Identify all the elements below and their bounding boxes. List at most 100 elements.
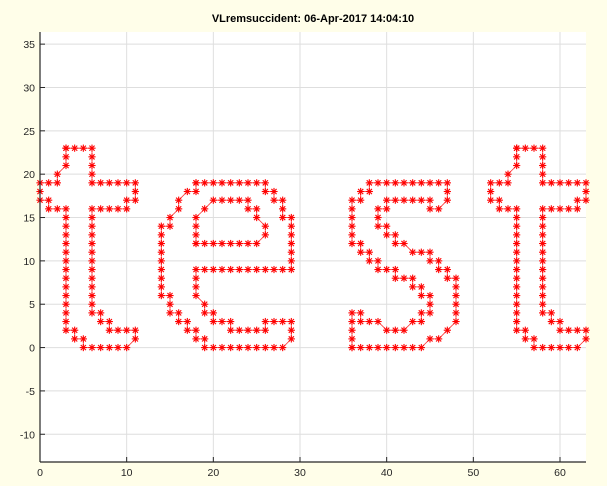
data-point-marker [556,317,564,326]
grid [39,32,586,462]
marker-stroke [279,205,286,212]
data-point-marker [539,231,547,239]
data-point-marker [131,187,139,196]
marker-stroke [392,275,399,282]
data-point-marker [123,326,131,334]
marker-stroke [557,344,563,351]
data-point-marker [409,179,417,187]
marker-stroke [453,318,459,325]
data-point-marker [556,179,564,187]
marker-stroke [158,292,165,299]
marker-stroke [539,301,546,308]
data-point-marker [513,231,521,239]
data-point-marker [114,179,122,187]
marker-stroke [375,214,381,221]
data-point-marker [279,205,287,213]
data-point-marker [452,309,460,317]
marker-stroke [349,318,355,325]
marker-stroke [435,335,442,342]
data-point-marker [565,179,573,187]
data-point-marker [426,291,434,300]
marker-stroke [349,335,355,342]
data-point-marker [88,274,96,282]
data-point-marker [114,205,122,213]
marker-stroke [245,197,251,204]
data-point-marker [495,179,503,187]
series-4 [487,144,590,352]
data-point-marker [201,239,209,248]
marker-stroke [444,327,451,334]
data-point-marker [88,283,96,291]
data-point-marker [504,179,512,187]
marker-stroke [63,257,69,264]
marker-stroke [349,197,355,204]
marker-stroke [513,153,520,160]
data-point-marker [400,179,408,187]
data-point-marker [53,179,61,187]
marker-stroke [80,335,87,342]
marker-stroke [349,240,355,247]
marker-stroke [184,327,191,334]
data-point-marker [348,222,356,230]
marker-stroke [89,309,95,316]
marker-stroke [106,179,113,186]
marker-stroke [227,344,234,351]
data-point-marker [374,317,382,326]
marker-stroke [89,214,95,221]
marker-stroke [210,240,217,247]
data-point-marker [365,343,373,352]
data-point-marker [530,335,538,343]
marker-stroke [383,344,390,351]
marker-stroke [513,283,520,290]
marker-stroke [383,223,390,230]
marker-stroke [132,197,139,204]
marker-stroke [236,240,243,247]
marker-stroke [89,145,95,152]
marker-stroke [349,223,355,230]
marker-stroke [201,179,208,186]
data-point-marker [62,309,70,317]
marker-stroke [539,257,546,264]
data-point-marker [270,343,278,352]
data-point-marker [123,179,131,187]
marker-stroke [513,240,520,247]
data-point-marker [62,265,70,274]
marker-stroke [115,327,121,334]
marker-stroke [193,188,199,195]
data-point-marker [287,265,295,274]
data-point-marker [201,335,209,343]
data-point-marker [279,317,287,326]
marker-stroke [193,240,199,247]
data-point-marker [53,205,61,213]
data-point-marker [88,205,96,213]
marker-stroke [522,145,529,152]
marker-stroke [167,214,173,221]
marker-stroke [539,275,546,282]
marker-stroke [63,275,69,282]
data-point-marker [513,161,521,170]
data-point-marker [175,205,183,213]
data-point-marker [426,205,434,213]
data-point-marker [348,343,356,352]
marker-stroke [357,249,364,256]
marker-stroke [392,231,399,238]
data-point-marker [175,196,183,204]
marker-stroke [227,266,234,273]
data-point-marker [513,222,521,230]
data-point-marker [45,196,53,204]
marker-stroke [158,231,165,238]
marker-stroke [80,145,87,152]
marker-stroke [63,283,69,290]
data-point-marker [88,161,96,170]
data-point-marker [443,179,451,187]
data-point-marker [287,248,295,256]
data-point-marker [287,239,295,248]
marker-stroke [167,309,173,316]
data-point-marker [435,335,443,343]
marker-stroke [539,266,546,273]
data-point-marker [166,300,174,308]
marker-stroke [219,266,225,273]
data-point-marker [79,144,87,152]
data-point-marker [261,231,269,239]
marker-stroke [279,266,286,273]
